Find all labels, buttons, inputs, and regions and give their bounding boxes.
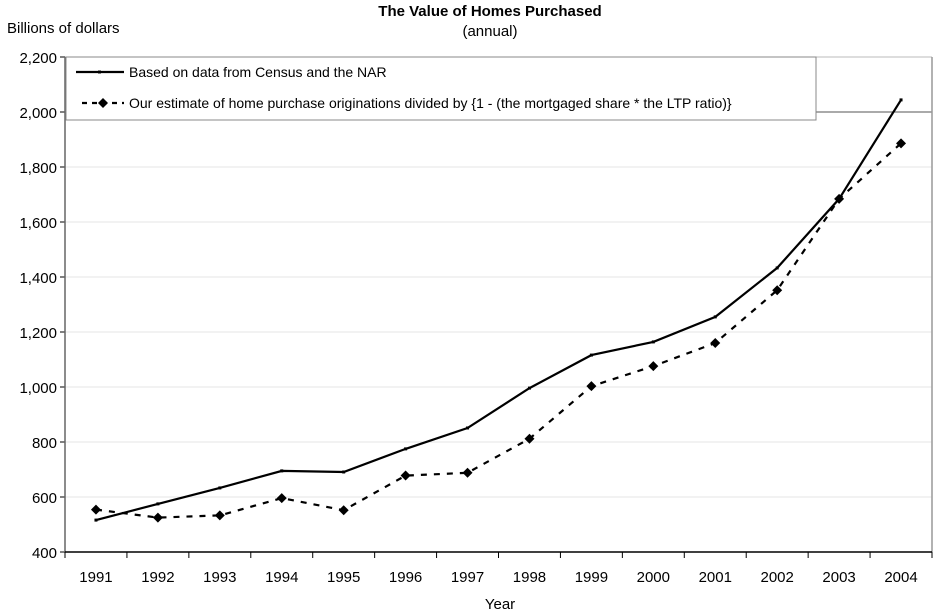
data-point-diamond: [338, 505, 349, 516]
y-tick-label: 2,200: [19, 50, 57, 67]
data-point-diamond: [276, 493, 287, 504]
x-tick-label: 1991: [79, 569, 112, 586]
data-point-square: [218, 486, 222, 490]
y-tick-label: 1,000: [19, 380, 57, 397]
axes: [60, 56, 933, 558]
data-point-square: [156, 502, 160, 506]
data-point-square: [94, 518, 98, 522]
legend-box: [65, 56, 817, 121]
chart-title: The Value of Homes Purchased: [378, 3, 601, 20]
y-tick-label: 2,000: [19, 105, 57, 122]
data-point-square: [466, 426, 470, 430]
chart-subtitle: (annual): [462, 23, 517, 40]
data-point-diamond: [152, 512, 163, 523]
series-line-2: [95, 142, 902, 519]
y-tick-label: 1,800: [19, 160, 57, 177]
x-tick-label: 1996: [389, 569, 422, 586]
data-point-square: [713, 315, 717, 319]
data-point-square: [899, 98, 903, 102]
x-tick-label: 2002: [760, 569, 793, 586]
legend-label-series-1: Based on data from Census and the NAR: [129, 64, 387, 80]
gridlines: [65, 56, 932, 498]
data-point-square: [342, 470, 346, 474]
data-point-diamond: [896, 138, 907, 149]
x-tick-label: 2000: [637, 569, 670, 586]
data-point-square: [589, 353, 593, 357]
y-tick-label: 1,600: [19, 215, 57, 232]
x-axis-label: Year: [485, 596, 515, 613]
data-point-diamond: [772, 285, 783, 296]
x-tick-label: 1997: [451, 569, 484, 586]
data-point-diamond: [586, 381, 597, 392]
y-axis-label: Billions of dollars: [7, 20, 120, 37]
data-point-square: [280, 469, 284, 473]
series-group: [90, 98, 907, 523]
legend-square-marker-icon: [98, 70, 101, 74]
data-point-diamond: [648, 361, 659, 372]
x-tick-label: 1999: [575, 569, 608, 586]
data-point-diamond: [524, 433, 535, 444]
x-tick-label: 1998: [513, 569, 546, 586]
legend-diamond-marker-icon: [98, 98, 108, 108]
x-tick-labels: 1991 1992 1993 1994 1995 1996 1997 1998 1999 2000…: [79, 569, 917, 586]
data-point-diamond: [214, 510, 225, 521]
x-tick-label: 2004: [884, 569, 917, 586]
data-point-diamond: [710, 338, 721, 348]
y-tick-label: 1,400: [19, 270, 57, 287]
x-tick-label: 1993: [203, 569, 236, 586]
data-point-diamond: [462, 467, 473, 478]
data-point-square: [651, 340, 655, 344]
legend: Based on data from Census and the NAR Ou…: [65, 56, 817, 121]
x-tick-label: 1994: [265, 569, 298, 586]
y-tick-labels: 400 600 800 1,000 1,200 1,400 1,600 1,800 2,000 2…: [19, 50, 57, 562]
y-tick-label: 400: [32, 545, 57, 562]
data-point-diamond: [90, 504, 101, 515]
data-point-diamond: [834, 193, 845, 204]
x-tick-label: 2001: [699, 569, 732, 586]
x-tick-label: 1995: [327, 569, 360, 586]
y-tick-label: 800: [32, 435, 57, 452]
data-point-square: [404, 447, 408, 451]
y-tick-label: 600: [32, 490, 57, 507]
data-point-square: [775, 266, 779, 270]
series-line-1: [95, 99, 902, 522]
legend-label-series-2: Our estimate of home purchase originatio…: [129, 95, 732, 111]
data-point-square: [527, 386, 531, 390]
x-tick-label: 2003: [822, 569, 855, 586]
data-point-diamond: [400, 470, 411, 481]
x-tick-label: 1992: [141, 569, 174, 586]
y-tick-label: 1,200: [19, 325, 57, 342]
